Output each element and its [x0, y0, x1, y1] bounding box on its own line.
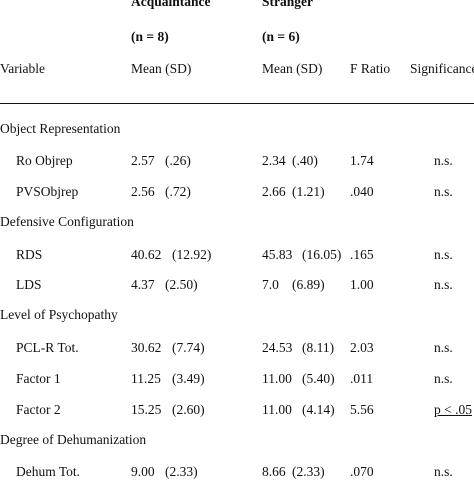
section-title: Object Representation [0, 121, 121, 136]
significance: n.s. [434, 340, 453, 355]
f-ratio: .165 [350, 247, 374, 262]
row-label: PCL-R Tot. [16, 340, 79, 355]
row-label: PVSObjrep [16, 184, 79, 199]
section-title: Level of Psychopathy [0, 307, 118, 322]
f-ratio: .011 [350, 371, 374, 386]
mean-1: 9.00 [131, 464, 155, 479]
section-title: Defensive Configuration [0, 214, 134, 229]
mean-1: 30.62 [131, 340, 162, 355]
mean-2: 7.0 [262, 277, 279, 292]
row-label: Ro Objrep [16, 153, 73, 168]
group2-n: (n = 6) [262, 29, 300, 44]
row-label: LDS [16, 277, 42, 292]
f-ratio: .040 [350, 184, 374, 199]
sd-2: (5.40) [302, 371, 335, 386]
f-ratio-header: F Ratio [350, 61, 391, 76]
sd-1: (2.33) [165, 464, 198, 479]
sd-2: (4.14) [302, 402, 335, 417]
sd-1: (3.49) [172, 371, 205, 386]
mean-2: 2.34 [262, 153, 286, 168]
mean-2: 8.66 [262, 464, 286, 479]
mean-2: 24.53 [262, 340, 293, 355]
mean-1: 15.25 [131, 402, 162, 417]
significance: n.s. [434, 184, 453, 199]
significance: n.s. [434, 464, 453, 479]
row-label: Factor 1 [16, 371, 61, 386]
significance: n.s. [434, 371, 453, 386]
significance: p < .05 [434, 402, 472, 417]
sd-1: (.26) [165, 153, 191, 168]
sd-2: (16.05) [302, 247, 342, 262]
f-ratio: 1.00 [350, 277, 374, 292]
significance: n.s. [434, 153, 453, 168]
sd-1: (7.74) [172, 340, 205, 355]
f-ratio: 1.74 [350, 153, 374, 168]
group2-header: Stranger [262, 0, 313, 9]
significance-header: Significance [410, 61, 474, 76]
significance: n.s. [434, 277, 453, 292]
sd-2: (8.11) [302, 340, 335, 355]
mean-1: 11.25 [131, 371, 161, 386]
significance: n.s. [434, 247, 453, 262]
mean-2: 45.83 [262, 247, 293, 262]
header-rule [0, 103, 474, 104]
mean-1: 40.62 [131, 247, 162, 262]
group1-n: (n = 8) [131, 29, 169, 44]
row-label: RDS [16, 247, 43, 262]
sd-2: (1.21) [292, 184, 325, 199]
sd-2: (.40) [292, 153, 318, 168]
mean-1: 4.37 [131, 277, 155, 292]
mean-1: 2.56 [131, 184, 155, 199]
sd-2: (6.89) [292, 277, 325, 292]
sd-1: (2.60) [172, 402, 205, 417]
sd-1: (12.92) [172, 247, 212, 262]
f-ratio: 2.03 [350, 340, 374, 355]
mean-sd-header-2: Mean (SD) [262, 61, 323, 76]
row-label: Dehum Tot. [16, 464, 81, 479]
mean-2: 11.00 [262, 371, 292, 386]
sd-2: (2.33) [292, 464, 325, 479]
sd-1: (.72) [165, 184, 191, 199]
variable-header: Variable [0, 61, 45, 76]
sd-1: (2.50) [165, 277, 198, 292]
row-label: Factor 2 [16, 402, 61, 417]
mean-sd-header-1: Mean (SD) [131, 61, 192, 76]
group1-header: Acquaintance [131, 0, 211, 9]
mean-2: 2.66 [262, 184, 286, 199]
mean-1: 2.57 [131, 153, 155, 168]
section-title: Degree of Dehumanization [0, 432, 147, 447]
f-ratio: .070 [350, 464, 374, 479]
mean-2: 11.00 [262, 402, 292, 417]
f-ratio: 5.56 [350, 402, 374, 417]
